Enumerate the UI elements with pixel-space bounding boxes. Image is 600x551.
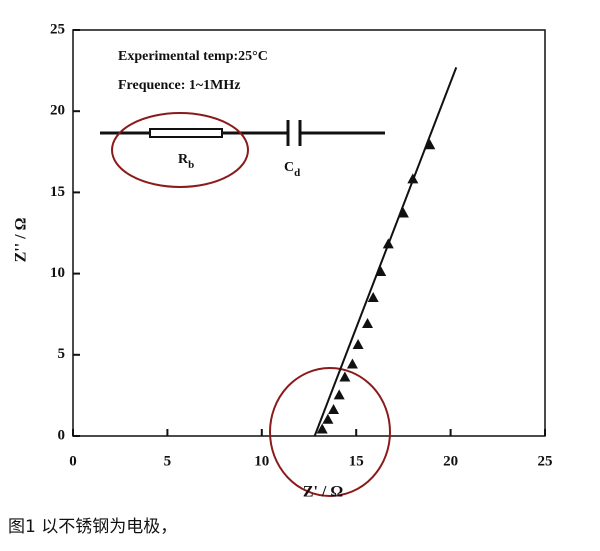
capacitor-label: Cd [284, 160, 300, 178]
y-tick-label: 20 [50, 103, 65, 119]
x-tick-label: 5 [164, 453, 172, 469]
resistor-label: Rb [178, 152, 194, 170]
y-tick-label: 10 [50, 265, 65, 281]
label-sub: d [294, 167, 300, 179]
circuit: Rb Cd [100, 120, 385, 179]
annotation: Frequence: 1~1MHz [118, 78, 241, 93]
label-main: R [178, 152, 189, 167]
x-tick-label: 15 [349, 453, 364, 469]
highlight-circle [111, 112, 249, 188]
y-tick-label: 25 [50, 21, 65, 37]
data-point [333, 389, 345, 400]
data-point [346, 358, 358, 369]
data-point [362, 317, 374, 328]
data-point [397, 207, 409, 218]
highlight-circle [269, 367, 391, 497]
annotation: Experimental temp:25°C [118, 49, 268, 64]
label-main: C [284, 160, 294, 175]
y-tick-label: 15 [50, 184, 65, 200]
y-axis-label: Z'' / Ω [13, 217, 30, 262]
data-point [367, 291, 379, 302]
data-point [339, 371, 351, 382]
x-tick-label: 0 [69, 453, 77, 469]
data-point [322, 413, 334, 424]
plot-frame [72, 29, 546, 437]
x-tick-label: 20 [443, 453, 458, 469]
fit-line [313, 66, 458, 437]
resistor [149, 128, 223, 138]
y-tick-label: 0 [58, 427, 66, 443]
data-point [328, 404, 340, 415]
y-tick-label: 5 [58, 346, 66, 362]
label-sub: b [188, 159, 194, 171]
data-point [352, 339, 364, 350]
caption: 图1 以不锈钢为电极， [8, 517, 177, 537]
x-tick-label: 25 [538, 453, 553, 469]
data-point [424, 139, 436, 150]
x-axis-label: Z' / Ω [303, 484, 344, 501]
data-point [316, 423, 328, 434]
x-tick-label: 10 [254, 453, 269, 469]
